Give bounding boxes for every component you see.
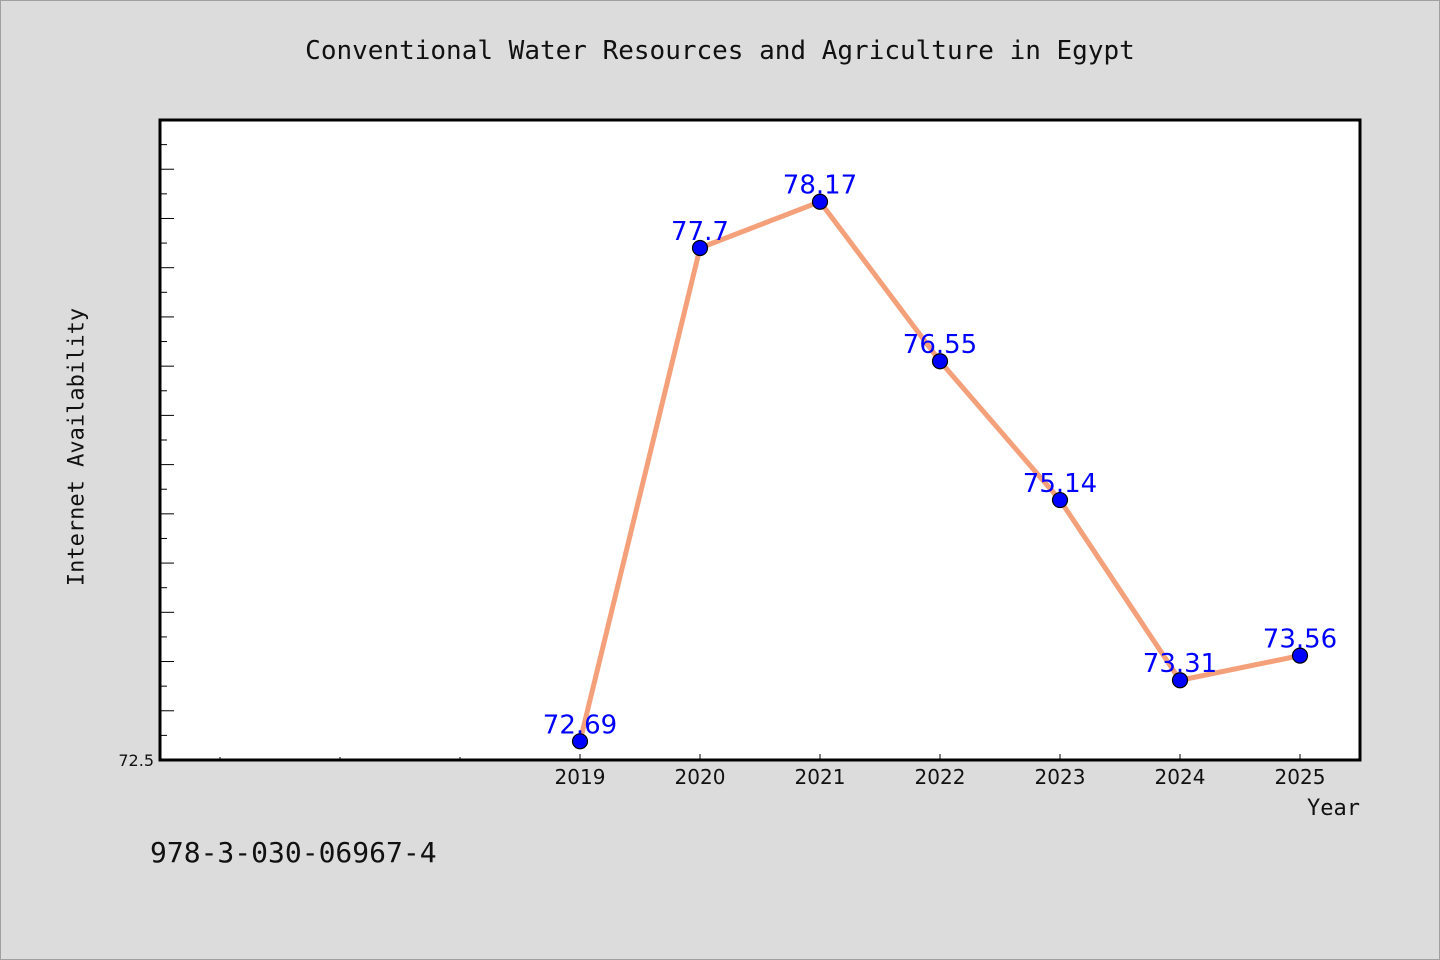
data-point bbox=[691, 239, 709, 257]
y-axis-ticks: 72.5 bbox=[118, 119, 174, 770]
data-label: 73.31 bbox=[1143, 649, 1217, 679]
data-label: 77.7 bbox=[671, 217, 729, 247]
x-tick-label: 2020 bbox=[675, 765, 726, 789]
isbn-label: 978-3-030-06967-4 bbox=[150, 836, 437, 869]
x-tick-label: 2019 bbox=[555, 765, 606, 789]
data-point bbox=[811, 193, 829, 210]
x-axis-ticks: 2019 2020 2021 2022 2023 2024 2025 bbox=[219, 754, 1326, 789]
data-point bbox=[571, 733, 589, 750]
marker-group bbox=[571, 193, 1309, 750]
x-axis-title: Year bbox=[1307, 796, 1360, 821]
data-label: 78.17 bbox=[783, 171, 857, 201]
y-tick-label: 72.5 bbox=[118, 751, 154, 770]
data-label: 72.69 bbox=[543, 710, 617, 740]
data-point bbox=[1171, 672, 1189, 689]
data-point bbox=[1051, 491, 1069, 509]
data-label: 76.55 bbox=[903, 330, 977, 360]
data-label: 75.14 bbox=[1023, 469, 1097, 499]
chart-title: Conventional Water Resources and Agricul… bbox=[305, 36, 1135, 66]
x-tick-label: 2025 bbox=[1275, 765, 1326, 789]
x-tick-label: 2021 bbox=[795, 765, 846, 789]
data-point bbox=[1291, 647, 1309, 664]
x-tick-label: 2022 bbox=[915, 765, 966, 789]
data-point bbox=[931, 353, 949, 370]
x-tick-label: 2023 bbox=[1035, 765, 1086, 789]
data-label-group: 72.69 77.7 78.17 76.55 75.14 73.31 73.56 bbox=[543, 171, 1337, 741]
x-tick-label: 2024 bbox=[1155, 765, 1206, 789]
data-label: 73.56 bbox=[1263, 625, 1337, 655]
